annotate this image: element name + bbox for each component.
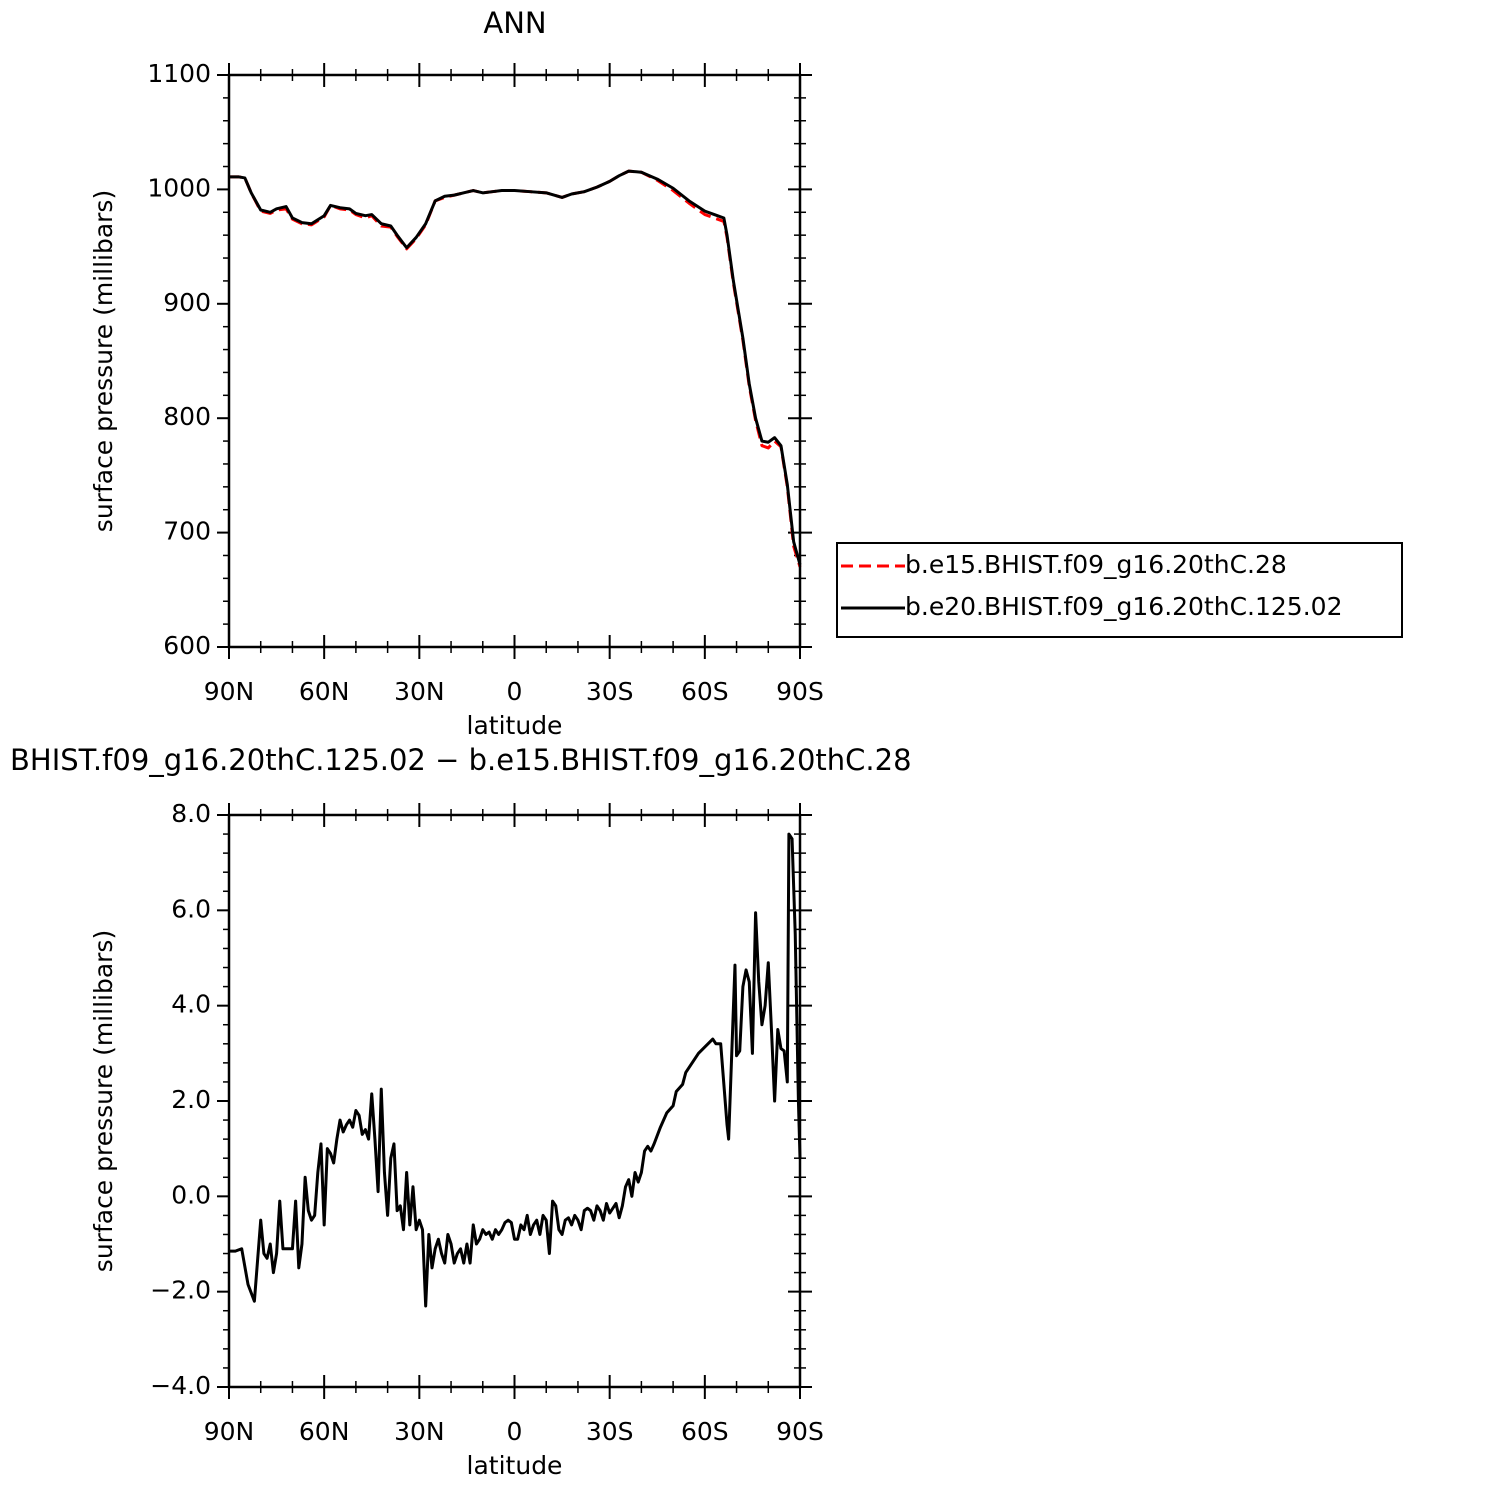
x-tick-label: 30S <box>586 1417 634 1446</box>
x-tick-label: 90N <box>204 1417 255 1446</box>
x-tick-label: 60S <box>681 1417 729 1446</box>
y-tick-label: 6.0 <box>171 894 211 923</box>
y-axis-label: surface pressure (millibars) <box>89 930 118 1272</box>
legend-label: b.e15.BHIST.f09_g16.20thC.28 <box>905 550 1287 579</box>
x-tick-label: 30N <box>394 677 445 706</box>
x-tick-label: 0 <box>507 677 523 706</box>
y-tick-label: 0.0 <box>171 1180 211 1209</box>
y-tick-label: 800 <box>163 402 211 431</box>
x-axis-label: latitude <box>467 711 563 740</box>
y-tick-label: 1100 <box>147 59 211 88</box>
y-tick-label: 900 <box>163 288 211 317</box>
y-tick-label: 600 <box>163 631 211 660</box>
plot-frame <box>227 73 802 649</box>
x-tick-label: 60S <box>681 677 729 706</box>
y-tick-label: 8.0 <box>171 799 211 828</box>
series-line <box>229 169 802 568</box>
x-tick-label: 90N <box>204 677 255 706</box>
y-tick-label: 4.0 <box>171 990 211 1019</box>
legend-label: b.e20.BHIST.f09_g16.20thC.125.02 <box>905 592 1342 621</box>
chart-title: BHIST.f09_g16.20thC.125.02 − b.e15.BHIST… <box>10 743 912 777</box>
x-tick-label: 90S <box>776 677 824 706</box>
chart-title: ANN <box>483 6 546 40</box>
x-tick-label: 60N <box>299 1417 350 1446</box>
x-tick-label: 30S <box>586 677 634 706</box>
series-line <box>229 832 802 1308</box>
y-axis-label: surface pressure (millibars) <box>89 190 118 532</box>
y-tick-label: −4.0 <box>150 1371 211 1400</box>
y-tick-label: 2.0 <box>171 1085 211 1114</box>
series-line <box>229 169 802 566</box>
x-axis-label: latitude <box>467 1451 563 1480</box>
y-tick-label: −2.0 <box>150 1276 211 1305</box>
x-tick-label: 0 <box>507 1417 523 1446</box>
plot-frame <box>227 813 802 1389</box>
y-tick-label: 700 <box>163 517 211 546</box>
x-tick-label: 90S <box>776 1417 824 1446</box>
x-tick-label: 60N <box>299 677 350 706</box>
x-tick-label: 30N <box>394 1417 445 1446</box>
y-tick-label: 1000 <box>147 173 211 202</box>
legend-box <box>836 542 1403 638</box>
